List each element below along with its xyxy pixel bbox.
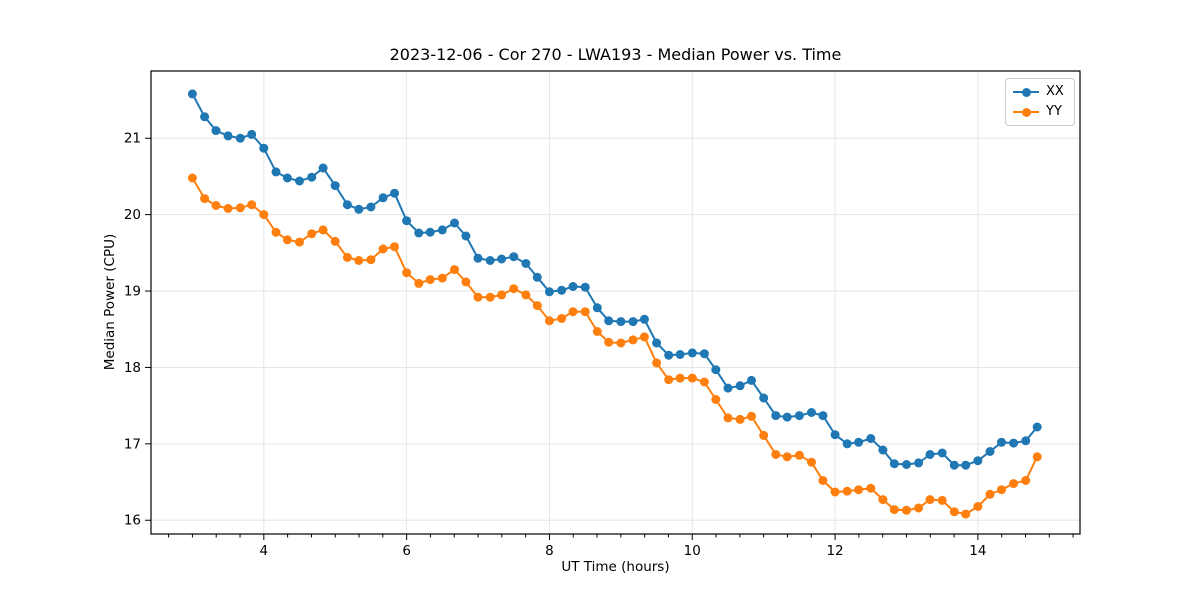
legend-label-yy: YY (1046, 104, 1062, 119)
y-axis-label: Median Power (CPU) (102, 233, 118, 371)
legend: XX YY (1005, 78, 1075, 126)
plot-border (150, 70, 1081, 535)
svg-text:17: 17 (124, 436, 141, 452)
svg-text:19: 19 (124, 284, 141, 300)
svg-text:12: 12 (826, 543, 843, 559)
y-tick-labels: 16 17 18 19 20 21 (124, 131, 141, 529)
svg-text:8: 8 (545, 543, 554, 559)
axis-ticks (145, 137, 1074, 540)
series-markers-xx (187, 89, 1042, 470)
x-axis-label: UT Time (hours) (561, 559, 670, 575)
series-line-xx (191, 92, 1039, 467)
chart-title: 2023-12-06 - Cor 270 - LWA193 - Median P… (389, 45, 842, 64)
svg-text:14: 14 (969, 543, 986, 559)
legend-item-yy: YY (1013, 104, 1066, 120)
svg-text:21: 21 (124, 131, 141, 147)
legend-label-xx: XX (1046, 84, 1064, 99)
series-xx (187, 89, 1042, 470)
svg-text:16: 16 (124, 513, 141, 529)
legend-item-xx: XX (1013, 84, 1066, 100)
grid (151, 71, 1080, 534)
series-yy (187, 173, 1042, 519)
svg-text:4: 4 (260, 543, 269, 559)
svg-text:10: 10 (684, 543, 701, 559)
x-tick-labels: 4 6 8 10 12 14 (260, 543, 987, 559)
legend-line-marker-xx (1013, 85, 1039, 99)
legend-line-marker-yy (1013, 105, 1039, 119)
svg-text:6: 6 (402, 543, 411, 559)
svg-text:18: 18 (124, 360, 141, 376)
series-markers-yy (187, 173, 1042, 519)
svg-text:20: 20 (124, 207, 141, 223)
